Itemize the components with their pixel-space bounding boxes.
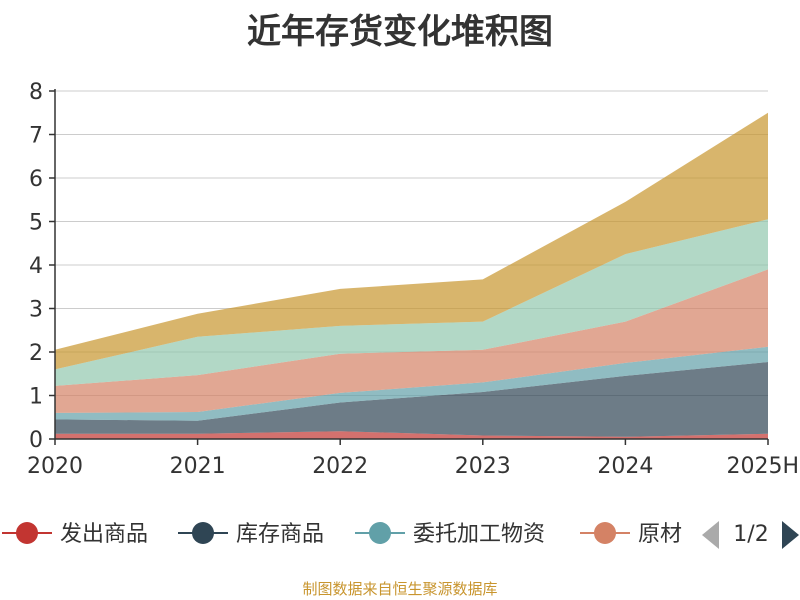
- x-tick-label-2020: 2020: [27, 454, 83, 479]
- y-axis-labels: 0 1 2 3 4 5 6 7 8: [29, 80, 43, 453]
- x-tick-label-2023: 2023: [455, 454, 511, 479]
- legend-page-indicator: 1/2: [733, 522, 768, 547]
- legend-label: 委托加工物资: [413, 522, 545, 547]
- axes: [49, 89, 769, 445]
- legend: 发出商品 库存商品 委托加工物资 原材: [2, 505, 800, 560]
- y-axis-title-text: 亿元: [0, 97, 1, 133]
- legend-marker: [594, 522, 616, 544]
- y-tick-label-1: 1: [29, 385, 43, 410]
- y-tick-label-3: 3: [29, 298, 43, 323]
- x-tick-label-2022: 2022: [312, 454, 368, 479]
- chart-title: 近年存货变化堆积图: [247, 12, 553, 52]
- y-tick-label-6: 6: [29, 167, 43, 192]
- prev-page-icon[interactable]: [702, 521, 719, 549]
- legend-label: 库存商品: [236, 522, 324, 547]
- x-tick-label-2024: 2024: [597, 454, 653, 479]
- y-axis-title: 亿元: [0, 97, 1, 133]
- next-page-icon[interactable]: [782, 521, 799, 549]
- source-note: 制图数据来自恒生聚源数据库: [302, 580, 498, 598]
- legend-label: 原材: [638, 522, 682, 547]
- area-series-4: [55, 269, 768, 413]
- legend-clip-panel: [683, 505, 800, 560]
- area-series: [55, 112, 768, 439]
- y-tick-label-8: 8: [29, 80, 43, 105]
- area-series-1: [55, 431, 768, 439]
- legend-marker: [16, 522, 38, 544]
- x-axis-labels: 2020 2021 2022 2023 2024 2025H: [27, 454, 799, 479]
- legend-marker: [369, 522, 391, 544]
- area-series-5: [55, 219, 768, 386]
- legend-item-2[interactable]: 库存商品: [178, 522, 324, 547]
- legend-label: 发出商品: [60, 522, 148, 547]
- x-tick-label-2021: 2021: [170, 454, 226, 479]
- legend-item-1[interactable]: 发出商品: [2, 522, 148, 547]
- y-tick-label-7: 7: [29, 124, 43, 149]
- x-tick-label-2025H: 2025H: [726, 454, 799, 479]
- area-series-2: [55, 362, 768, 437]
- y-tick-label-0: 0: [29, 428, 43, 453]
- y-tick-label-5: 5: [29, 211, 43, 236]
- y-tick-label-2: 2: [29, 341, 43, 366]
- legend-item-3[interactable]: 委托加工物资: [355, 522, 545, 547]
- area-series-6: [55, 112, 768, 370]
- legend-item-4[interactable]: 原材: [580, 522, 682, 547]
- y-tick-label-4: 4: [29, 254, 43, 279]
- legend-pager: 1/2: [702, 521, 799, 549]
- legend-marker: [192, 522, 214, 544]
- area-series-3: [55, 346, 768, 421]
